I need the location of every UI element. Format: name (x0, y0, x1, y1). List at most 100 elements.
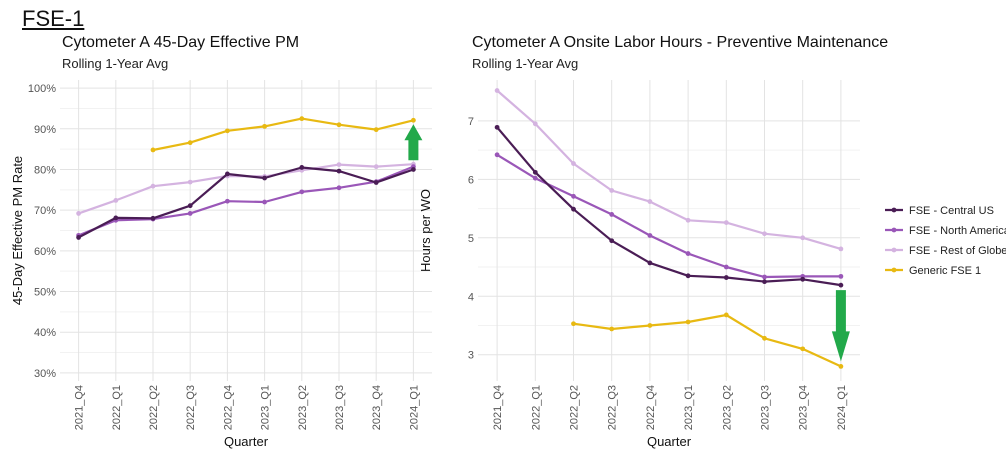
right-y-tick-label: 5 (468, 233, 474, 245)
right-y-tick-label: 3 (468, 350, 474, 362)
right-data-point-fse-central-us (647, 260, 653, 266)
right-data-point-fse-north-america (647, 233, 653, 238)
legend-marker-fse-north-america (891, 227, 897, 233)
right-data-point-generic-fse-1 (647, 323, 653, 328)
left-data-point-fse-rest-of-globe (336, 162, 342, 168)
left-data-point-generic-fse-1 (336, 122, 342, 128)
left-x-tick-label: 2022_Q4 (222, 385, 234, 430)
right-data-point-fse-rest-of-globe (647, 199, 653, 204)
left-x-axis-label: Quarter (224, 434, 269, 449)
right-data-point-generic-fse-1 (838, 363, 844, 369)
left-data-point-fse-rest-of-globe (187, 179, 193, 185)
right-data-point-fse-rest-of-globe (838, 246, 844, 252)
left-y-axis-label: 45-Day Effective PM Rate (10, 156, 25, 305)
left-data-point-fse-north-america (225, 198, 230, 204)
right-data-point-fse-central-us (723, 275, 729, 280)
right-x-tick-label: 2023_Q2 (721, 385, 733, 430)
right-data-point-fse-north-america (762, 274, 767, 280)
left-data-point-generic-fse-1 (373, 127, 379, 133)
left-x-tick-label: 2022_Q3 (185, 385, 197, 430)
left-series-line-fse-central-us (78, 166, 414, 239)
left-data-point-generic-fse-1 (150, 147, 156, 153)
left-y-tick-label: 80% (34, 164, 56, 176)
legend-marker-fse-central-us (891, 207, 897, 213)
right-data-point-fse-north-america (723, 264, 729, 270)
right-data-point-fse-rest-of-globe (800, 235, 806, 241)
right-data-point-fse-north-america (571, 193, 576, 199)
legend-label-fse-rest-of-globe: FSE - Rest of Globe (909, 245, 1006, 257)
right-y-tick-label: 4 (468, 291, 474, 303)
right-x-tick-label: 2022_Q4 (645, 385, 657, 430)
right-data-point-generic-fse-1 (609, 326, 615, 332)
right-x-tick-label: 2022_Q3 (607, 385, 619, 430)
left-data-point-fse-north-america (336, 185, 342, 191)
right-x-tick-label: 2024_Q1 (836, 385, 848, 430)
right-y-axis-label: Hours per WO (418, 189, 433, 272)
left-data-point-fse-central-us (336, 168, 342, 174)
legend-label-fse-north-america: FSE - North America (909, 225, 1006, 237)
left-data-point-generic-fse-1 (299, 116, 305, 122)
right-data-point-fse-central-us (838, 282, 844, 288)
right-data-point-fse-rest-of-globe (571, 161, 576, 166)
left-x-tick-label: 2024_Q1 (408, 385, 420, 430)
left-data-point-generic-fse-1 (411, 117, 416, 123)
left-data-point-fse-central-us (113, 215, 119, 221)
left-data-point-generic-fse-1 (262, 123, 267, 129)
left-data-point-fse-central-us (187, 203, 193, 209)
right-y-tick-label: 7 (468, 116, 474, 128)
left-data-point-fse-central-us (262, 175, 267, 181)
right-data-point-fse-north-america (685, 251, 691, 256)
right-x-tick-label: 2022_Q2 (569, 385, 581, 430)
left-x-tick-label: 2023_Q3 (334, 385, 346, 430)
right-data-point-fse-rest-of-globe (494, 88, 500, 93)
left-x-tick-label: 2023_Q1 (260, 385, 272, 430)
left-data-point-fse-rest-of-globe (113, 198, 119, 203)
left-y-tick-label: 50% (34, 287, 56, 299)
right-data-point-fse-central-us (800, 276, 806, 282)
right-data-point-fse-central-us (609, 238, 615, 244)
left-data-point-fse-rest-of-globe (373, 164, 379, 170)
left-y-tick-label: 40% (34, 327, 56, 339)
page-title: FSE-1 (22, 6, 85, 31)
right-data-point-generic-fse-1 (800, 346, 806, 352)
right-data-point-fse-rest-of-globe (685, 217, 691, 223)
right-data-point-fse-rest-of-globe (532, 121, 538, 127)
left-data-point-fse-north-america (299, 189, 305, 195)
right-data-point-generic-fse-1 (571, 321, 576, 327)
left-data-point-generic-fse-1 (225, 128, 230, 134)
left-up-arrow-icon (404, 124, 423, 161)
left-chart-subtitle: Rolling 1-Year Avg (62, 56, 169, 71)
right-series-line-fse-north-america (496, 153, 841, 279)
legend-label-fse-central-us: FSE - Central US (909, 205, 994, 217)
left-series-line-fse-north-america (78, 165, 414, 237)
left-y-tick-label: 100% (28, 83, 56, 95)
right-x-tick-label: 2021_Q4 (492, 385, 504, 430)
left-chart-title: Cytometer A 45-Day Effective PM (62, 34, 300, 51)
left-series-line-fse-rest-of-globe (78, 163, 414, 215)
right-data-point-fse-central-us (494, 124, 500, 130)
right-data-point-fse-north-america (609, 212, 615, 217)
left-y-tick-label: 30% (34, 368, 56, 380)
right-data-point-generic-fse-1 (723, 312, 729, 318)
right-x-tick-label: 2023_Q1 (683, 385, 695, 430)
right-x-tick-label: 2022_Q1 (530, 385, 542, 430)
right-data-point-fse-rest-of-globe (723, 220, 729, 226)
left-data-point-fse-central-us (225, 171, 230, 177)
right-data-point-fse-central-us (532, 169, 538, 175)
right-data-point-fse-rest-of-globe (609, 188, 615, 193)
left-data-point-fse-central-us (373, 180, 379, 185)
left-data-point-fse-central-us (150, 215, 156, 221)
left-x-tick-label: 2023_Q4 (371, 385, 383, 430)
right-x-axis-label: Quarter (647, 434, 692, 449)
legend-marker-generic-fse-1 (891, 267, 897, 273)
left-x-tick-label: 2023_Q2 (297, 385, 309, 430)
left-y-tick-label: 90% (34, 124, 56, 136)
left-data-point-fse-north-america (187, 211, 193, 216)
legend-marker-fse-rest-of-globe (891, 247, 897, 253)
right-x-tick-label: 2023_Q3 (760, 385, 772, 430)
left-data-point-generic-fse-1 (187, 140, 193, 146)
right-data-point-fse-rest-of-globe (762, 231, 767, 237)
left-y-tick-label: 70% (34, 205, 56, 217)
left-data-point-fse-central-us (299, 165, 305, 170)
